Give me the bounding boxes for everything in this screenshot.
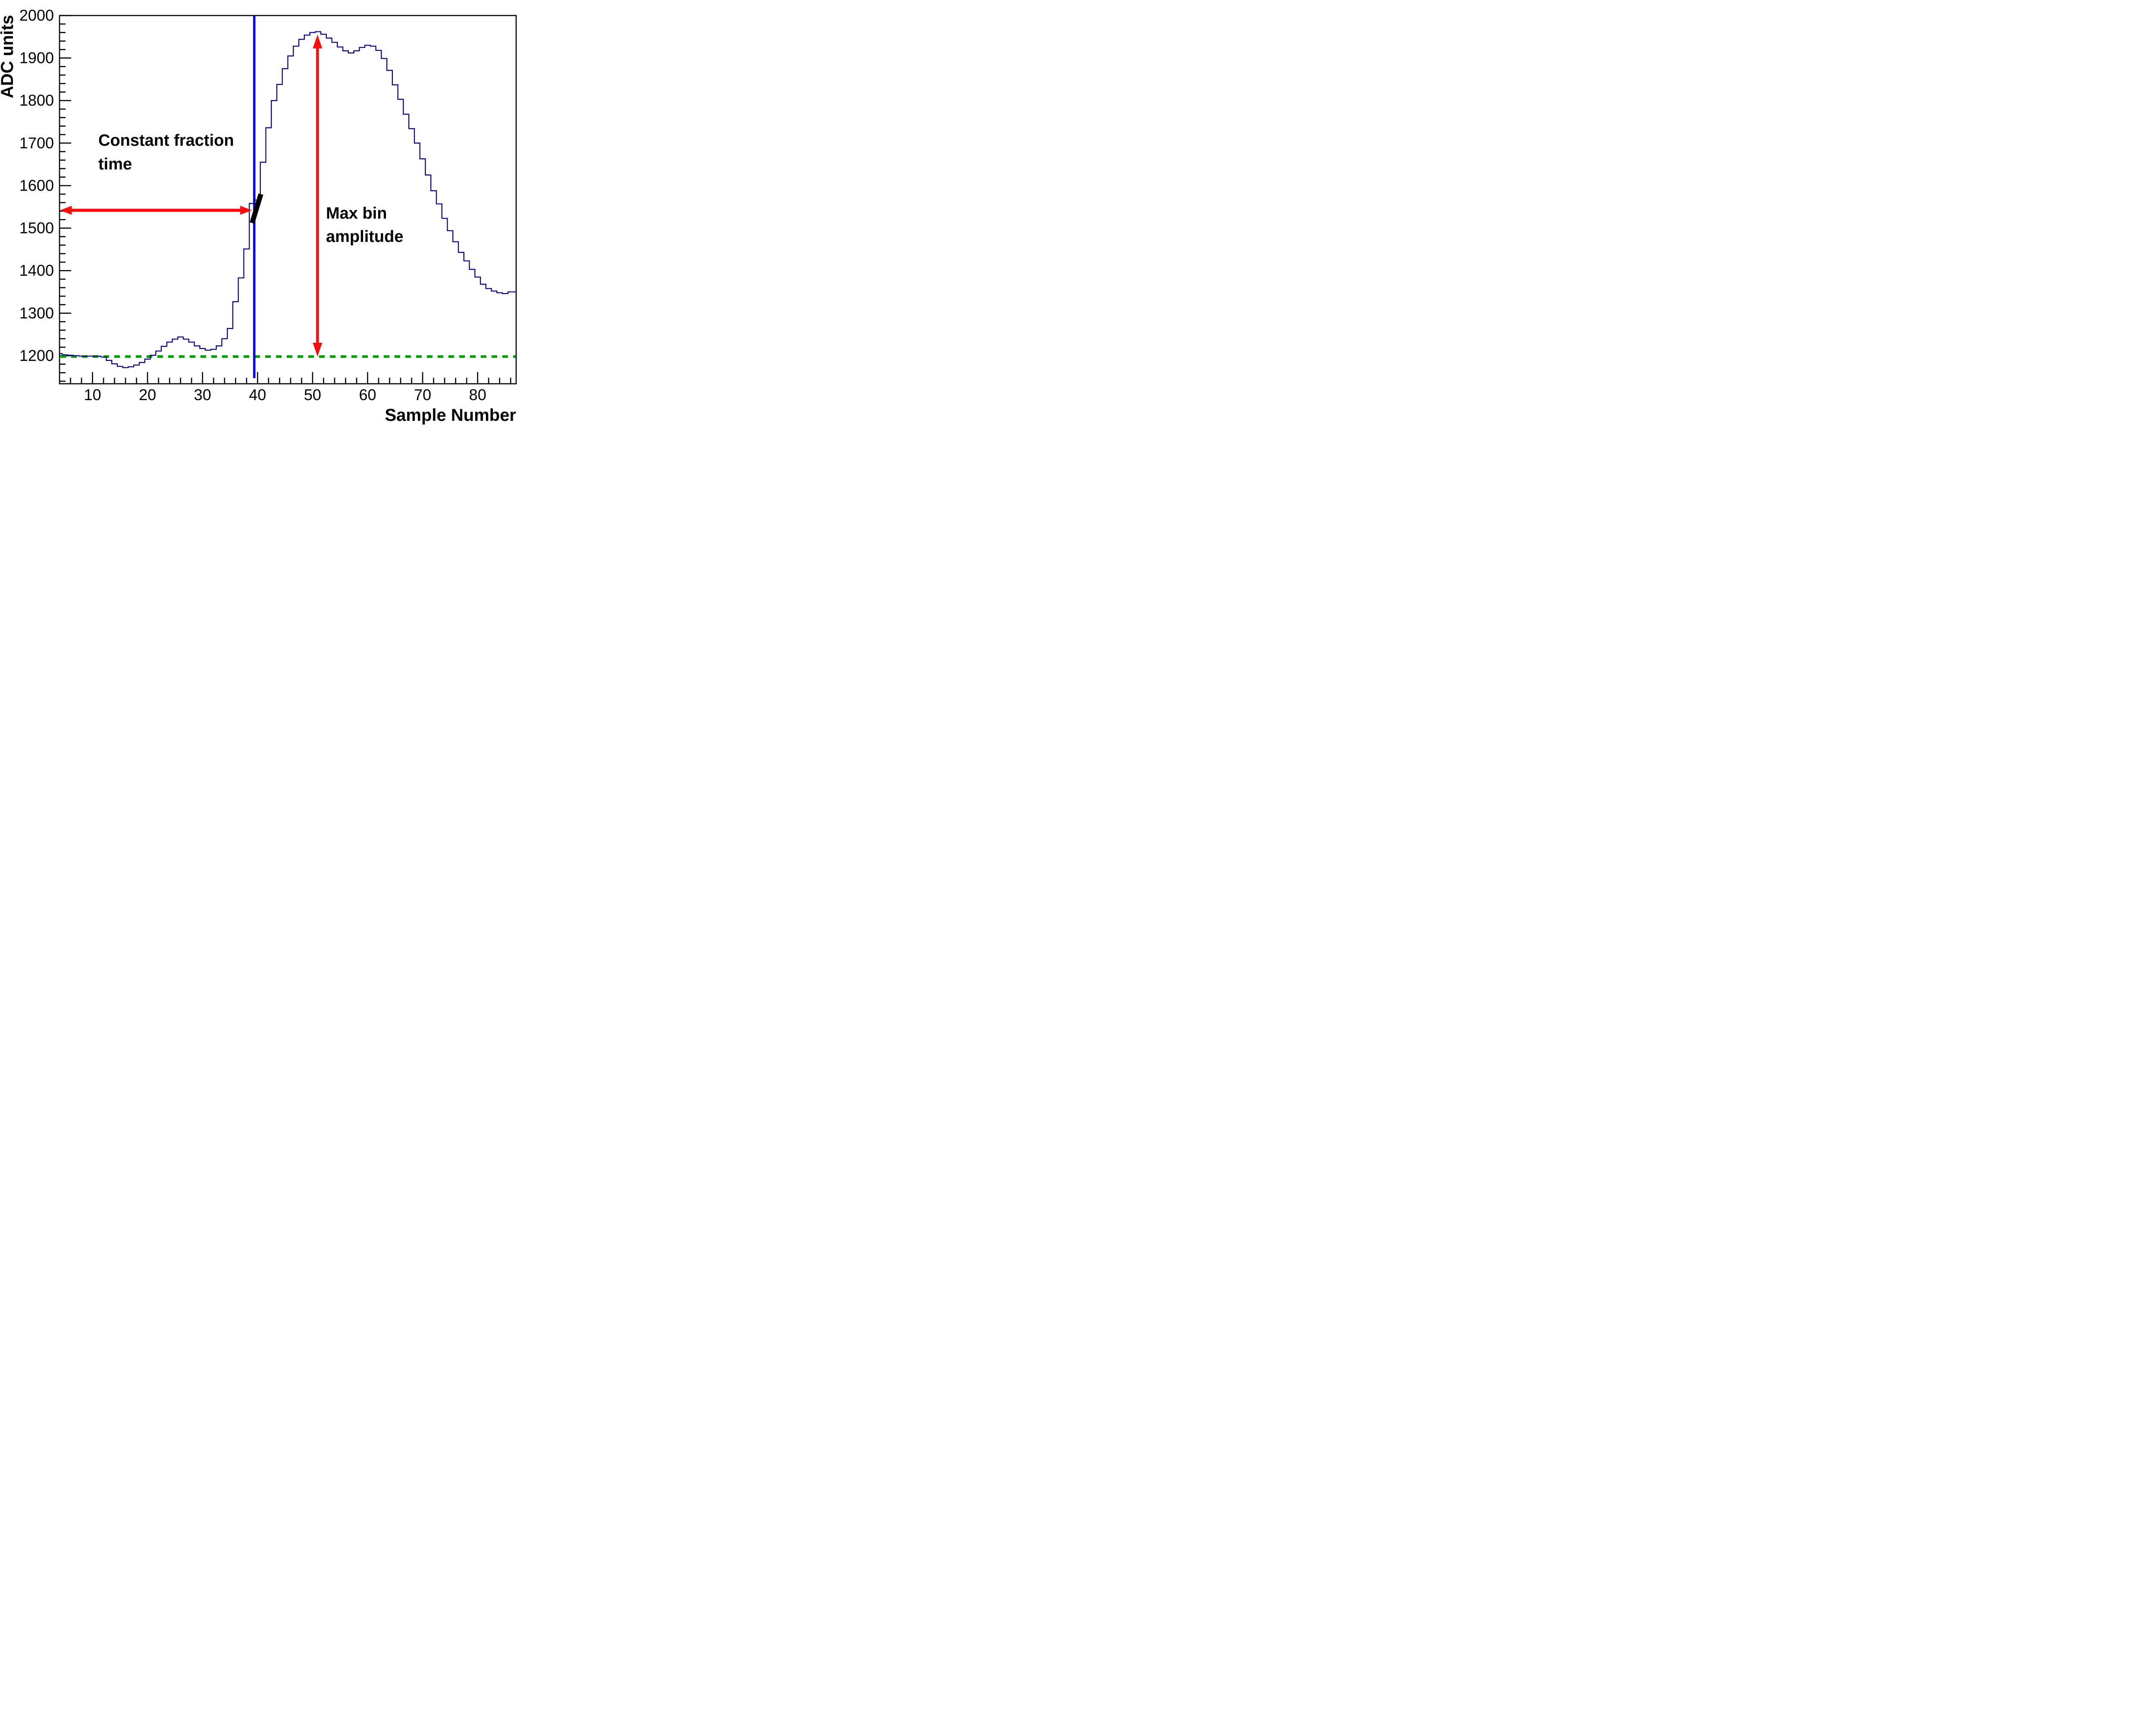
y-tick-label: 1300 [19,304,54,322]
tick-labels: 1200 1300 1400 1500 1600 1700 1800 1900 2000 10 20… [19,6,486,404]
x-tick-label: 20 [139,386,156,404]
y-tick-label: 1500 [19,219,54,237]
y-tick-label: 1800 [19,91,54,109]
y-tick-label: 1900 [19,49,54,67]
x-tick-label: 40 [249,386,266,404]
x-tick-label: 50 [304,386,321,404]
histogram-waveform [60,31,516,368]
adc-waveform-chart: 1200 1300 1400 1500 1600 1700 1800 1900 2000 10 20… [0,6,517,425]
x-tick-label: 70 [414,386,431,404]
x-tick-label: 10 [84,386,101,404]
x-tick-label: 80 [469,386,486,404]
annotation-max-bin-line1: Max bin [326,204,387,222]
x-tick-label: 30 [194,386,211,404]
y-tick-label: 1600 [19,177,54,194]
constant-fraction-arrow [60,206,252,215]
annotation-constant-fraction-line2: time [98,155,132,173]
y-tick-label: 1700 [19,134,54,152]
y-tick-label: 1400 [19,262,54,279]
annotation-constant-fraction-line1: Constant fraction [98,132,234,150]
chart-canvas [59,15,517,385]
y-axis-title: ADC units [0,15,17,98]
x-axis-title: Sample Number [385,406,516,425]
plot-frame [59,15,517,385]
y-tick-label: 1200 [19,347,54,364]
annotation-max-bin-line2: amplitude [326,228,403,246]
y-tick-label: 2000 [19,6,54,24]
max-bin-amplitude-arrow [313,34,323,357]
cfd-crossing-marker [250,193,263,224]
x-tick-label: 60 [359,386,376,404]
